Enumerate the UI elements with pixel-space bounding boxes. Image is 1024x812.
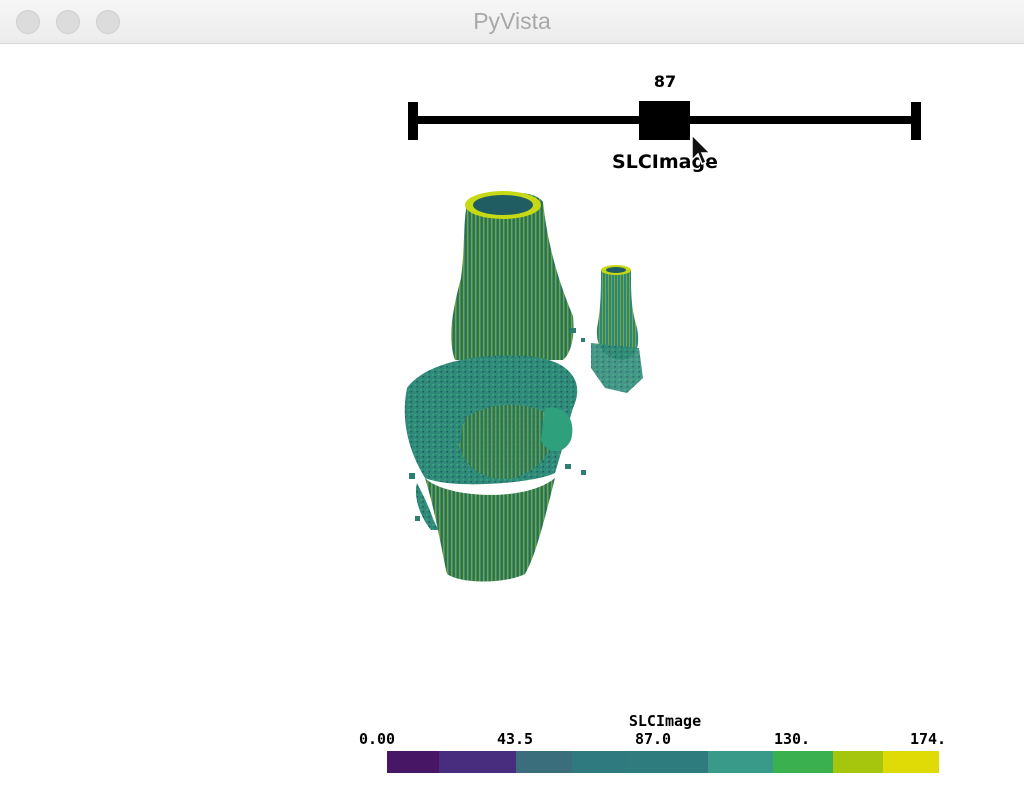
scalar-bar-title: SLCImage (628, 712, 702, 730)
colorbar-segment (833, 751, 883, 773)
close-window-button[interactable] (16, 10, 40, 34)
scalar-bar-tick: 0.00 (358, 730, 396, 748)
colorbar-segment (628, 751, 708, 773)
colorbar-segment (439, 751, 516, 773)
scalar-bar-tick: 43.5 (496, 730, 534, 748)
slider-cap-right (911, 102, 921, 140)
colorbar-segment (516, 751, 572, 773)
colorbar-segment (708, 751, 773, 773)
mesh-render[interactable] (395, 178, 655, 583)
minimize-window-button[interactable] (56, 10, 80, 34)
colorbar-segment (387, 751, 439, 773)
mouse-pointer-icon (691, 133, 712, 166)
slider-cap-left (408, 102, 418, 140)
scalar-bar-colorbar (387, 751, 939, 773)
slider-handle[interactable] (639, 101, 690, 140)
scalar-bar-tick: 87.0 (634, 730, 672, 748)
zoom-window-button[interactable] (96, 10, 120, 34)
window-title: PyVista (473, 8, 551, 34)
slider-title: SLCImage (612, 151, 718, 173)
slider-value-label: 87 (653, 72, 677, 91)
render-viewport[interactable]: 87 SLCImage (0, 44, 1024, 812)
scalar-bar-tick: 130. (773, 730, 811, 748)
colorbar-segment (883, 751, 939, 773)
colorbar-segment (572, 751, 628, 773)
scalar-bar-tick: 174. (909, 730, 947, 748)
colorbar-segment (773, 751, 833, 773)
window-titlebar: PyVista (0, 0, 1024, 44)
